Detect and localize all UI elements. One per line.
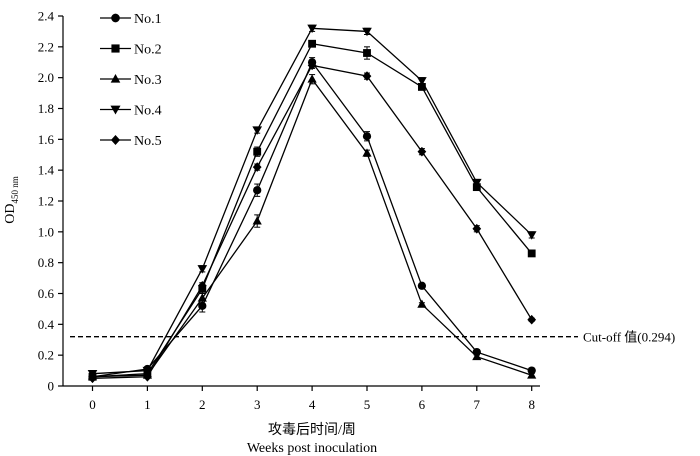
data-point-triangle-down	[471, 178, 482, 188]
axes	[58, 15, 540, 391]
series-line	[92, 77, 532, 378]
data-point-triangle-up	[110, 73, 121, 83]
data-point-square	[527, 249, 536, 258]
data-point-triangle-up	[252, 216, 262, 225]
data-point-triangle-down	[526, 231, 537, 240]
data-point-square	[111, 44, 120, 53]
data-point-diamond	[88, 373, 97, 384]
data-point-diamond	[362, 71, 372, 81]
y-tick-label: 2.2	[38, 39, 54, 54]
series-no-5	[88, 60, 537, 384]
data-point-triangle-up	[197, 293, 207, 302]
series-line	[92, 43, 533, 378]
legend-label: No.2	[134, 43, 162, 58]
data-point-square	[253, 147, 262, 156]
y-tick-label: 0.4	[38, 317, 55, 332]
legend: No.1 No.2 No.3 No.4 No.5	[100, 12, 162, 149]
data-point-triangle-down	[110, 105, 121, 115]
data-point-diamond	[197, 280, 207, 291]
legend-item-no-4: No.4	[100, 104, 162, 119]
data-point-circle	[362, 132, 372, 141]
data-point-triangle-down	[197, 265, 208, 274]
legend-label: No.5	[134, 134, 162, 149]
data-point-circle	[417, 281, 427, 290]
legend-item-no-5: No.5	[100, 134, 162, 149]
y-tick-label: 0	[48, 379, 55, 394]
y-axis-label: OD450 nm	[3, 176, 20, 224]
x-tick-label: 4	[309, 397, 316, 412]
series-group	[87, 24, 537, 384]
y-tick-label: 1.6	[38, 132, 55, 147]
series-no-4	[87, 24, 537, 379]
x-axis-label-en: Weeks post inoculation	[247, 441, 377, 456]
y-tick-label: 0.2	[38, 348, 54, 363]
data-point-square	[417, 83, 426, 91]
data-point-diamond	[527, 314, 537, 325]
x-tick-label: 0	[89, 397, 96, 412]
series-no-3	[87, 74, 537, 381]
y-tick-label: 0.6	[38, 286, 55, 301]
legend-item-no-1: No.1	[100, 12, 162, 27]
data-point-triangle-up	[472, 351, 482, 361]
data-point-circle	[253, 186, 262, 195]
y-tick-label: 1.8	[38, 101, 54, 116]
x-tick-label: 2	[199, 397, 206, 412]
data-point-triangle-down	[307, 24, 317, 34]
legend-label: No.3	[134, 73, 162, 88]
x-axis-label-cn: 攻毒后时间/周	[268, 422, 356, 438]
tick-labels: 0 0.2 0.4 0.6 0.8 1.0 1.2 1.4 1.6 1.8 2.0 2.2 2.4 0 1 2…	[38, 9, 535, 413]
legend-item-no-2: No.2	[100, 43, 162, 58]
svg-text:OD450 nm: OD450 nm	[3, 176, 20, 224]
y-axis-label-main: OD	[3, 204, 18, 224]
data-point-diamond	[307, 60, 317, 71]
cutoff-label: Cut-off 值(0.294)	[583, 330, 675, 345]
x-tick-label: 8	[528, 397, 535, 412]
legend-label: No.1	[134, 12, 162, 27]
x-tick-label: 5	[364, 397, 371, 412]
y-tick-label: 2.4	[38, 9, 55, 24]
y-axis-label-sub: 450 nm	[10, 176, 20, 203]
x-tick-label: 1	[144, 397, 151, 412]
data-point-square	[308, 39, 317, 48]
data-point-triangle-down	[417, 77, 427, 86]
data-point-triangle-up	[527, 370, 537, 379]
data-point-triangle-up	[307, 74, 317, 83]
data-point-diamond	[252, 162, 262, 172]
data-point-diamond	[472, 223, 482, 234]
x-tick-label: 7	[474, 397, 481, 412]
y-tick-label: 2.0	[38, 70, 54, 85]
cutoff-line-group: Cut-off 值(0.294)	[70, 330, 675, 345]
series-no-2	[88, 39, 536, 381]
y-tick-label: 1.0	[38, 224, 54, 239]
y-tick-label: 0.8	[38, 255, 54, 270]
data-point-diamond	[143, 371, 152, 382]
y-tick-label: 1.2	[38, 194, 54, 209]
legend-item-no-3: No.3	[100, 73, 162, 88]
y-tick-label: 1.4	[38, 163, 55, 178]
x-tick-label: 3	[254, 397, 261, 412]
data-point-triangle-down	[142, 366, 153, 376]
data-point-square	[363, 49, 371, 57]
x-tick-label: 6	[419, 397, 426, 412]
data-point-triangle-up	[362, 148, 372, 157]
legend-label: No.4	[134, 104, 162, 119]
data-point-circle	[111, 13, 120, 23]
data-point-triangle-down	[252, 126, 263, 135]
data-point-triangle-up	[417, 299, 427, 308]
data-point-diamond	[110, 134, 121, 146]
data-point-diamond	[417, 146, 427, 157]
data-point-circle	[198, 301, 207, 310]
data-point-triangle-down	[362, 27, 372, 37]
